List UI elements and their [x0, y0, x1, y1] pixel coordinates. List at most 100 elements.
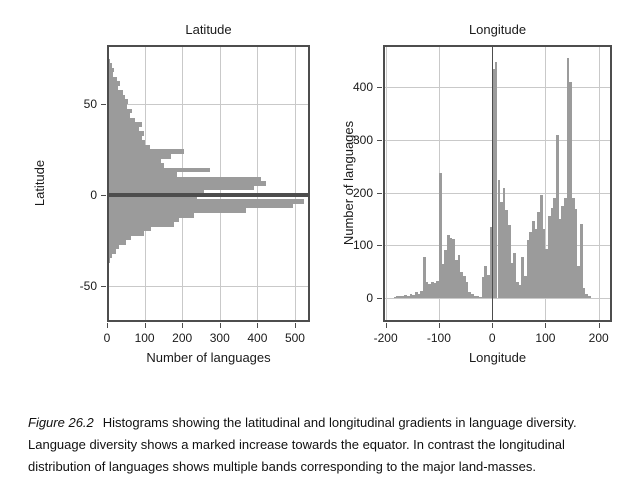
histogram-bar	[107, 190, 205, 195]
y-axis-tick-label: 0	[366, 291, 373, 306]
histogram-bar	[107, 240, 126, 245]
histogram-bar	[107, 90, 124, 95]
x-axis-tick	[385, 323, 387, 328]
figure-caption-text: Histograms showing the latitudinal and l…	[28, 415, 577, 474]
histogram-bar	[454, 260, 458, 299]
histogram-bar	[107, 117, 136, 123]
gridline-horizontal	[383, 298, 612, 300]
histogram-bar	[558, 219, 562, 299]
histogram-bar	[417, 293, 421, 299]
histogram-bar	[409, 293, 413, 299]
histogram-bar	[107, 253, 113, 259]
y-axis-tick	[377, 192, 382, 194]
histogram-bar	[494, 62, 498, 299]
histogram-bar	[545, 249, 549, 299]
histogram-bar	[107, 194, 198, 200]
y-axis-label-latitude: Latitude	[32, 159, 47, 207]
histogram-bar	[548, 215, 551, 299]
histogram-bar	[436, 280, 439, 299]
histogram-bar	[404, 294, 407, 299]
histogram-bar	[476, 296, 479, 299]
histogram-bar	[518, 285, 522, 299]
x-axis-tick	[438, 323, 440, 328]
x-axis-tick-label: -200	[373, 331, 398, 345]
x-axis-label-number-of-languages: Number of languages	[146, 350, 271, 365]
histogram-bar	[553, 198, 557, 299]
histogram-bar	[107, 81, 120, 86]
histogram-bar	[107, 99, 129, 105]
histogram-bar	[566, 58, 570, 299]
histogram-bar	[513, 253, 517, 299]
histogram-bar	[107, 108, 132, 114]
histogram-bar	[457, 254, 461, 299]
x-axis-tick	[545, 323, 547, 328]
histogram-bar	[460, 271, 463, 299]
histogram-bar	[452, 239, 455, 299]
histogram-bar	[481, 277, 485, 299]
histogram-bar	[107, 131, 144, 136]
y-axis-tick	[377, 139, 382, 141]
x-axis-tick-label: 100	[134, 331, 155, 345]
histogram-bar	[107, 222, 175, 227]
gridline-vertical	[545, 45, 547, 322]
histogram-bar	[107, 140, 146, 145]
histogram-bar	[107, 54, 109, 59]
histogram-bar	[107, 113, 131, 118]
histogram-bar	[521, 257, 525, 299]
histogram-bar	[107, 213, 195, 218]
histogram-bar	[393, 296, 397, 299]
histogram-bar	[577, 265, 581, 299]
gridline-horizontal	[107, 285, 310, 287]
x-axis-tick-label: 0	[103, 331, 111, 345]
histogram-bar	[585, 294, 589, 299]
histogram-bar	[516, 282, 519, 299]
histogram-bar	[526, 240, 530, 299]
histogram-bar	[500, 201, 503, 299]
histogram-bar	[107, 199, 305, 204]
y-axis-tick	[101, 285, 106, 287]
histogram-bar	[398, 295, 402, 299]
gridline-vertical	[385, 45, 387, 322]
histogram-bar	[473, 295, 477, 299]
x-axis-tick	[107, 323, 108, 328]
x-axis-tick	[294, 323, 296, 328]
histogram-bar	[505, 210, 509, 299]
histogram-bar	[444, 249, 447, 299]
histogram-bar	[446, 234, 450, 299]
y-axis-tick-label: 0	[90, 187, 97, 202]
histogram-bar	[572, 198, 575, 299]
longitude-plot-area	[383, 45, 612, 322]
x-axis-tick	[598, 323, 600, 328]
histogram-bar	[107, 181, 267, 186]
histogram-bar	[107, 226, 152, 232]
histogram-bar	[486, 274, 490, 299]
gridline-vertical	[598, 45, 600, 322]
x-axis-tick-label: 300	[209, 331, 230, 345]
histogram-bar	[107, 217, 180, 223]
histogram-bar	[510, 263, 514, 299]
gridline-vertical	[294, 45, 296, 322]
histogram-bar	[107, 244, 120, 250]
histogram-bar	[550, 207, 554, 299]
histogram-bar	[497, 179, 501, 299]
histogram-bar	[489, 227, 493, 299]
histogram-bar	[107, 167, 211, 173]
histogram-bar	[470, 294, 474, 299]
histogram-bar	[524, 276, 527, 299]
gridline-horizontal	[383, 87, 612, 89]
figure-caption-label: Figure 26.2	[28, 415, 94, 430]
histogram-bar	[107, 267, 109, 273]
histogram-bar	[107, 149, 185, 154]
equator-reference-line	[107, 192, 310, 197]
prime-meridian-reference-line	[491, 45, 494, 322]
histogram-bar	[425, 282, 429, 299]
histogram-bar	[412, 294, 415, 299]
histogram-bar	[107, 94, 126, 100]
histogram-bar	[107, 63, 112, 68]
x-axis-tick	[219, 323, 221, 328]
y-axis-tick-label: 100	[352, 238, 373, 253]
histogram-bar	[588, 296, 591, 299]
x-axis-tick-label: 200	[172, 331, 193, 345]
histogram-bar	[433, 282, 437, 299]
